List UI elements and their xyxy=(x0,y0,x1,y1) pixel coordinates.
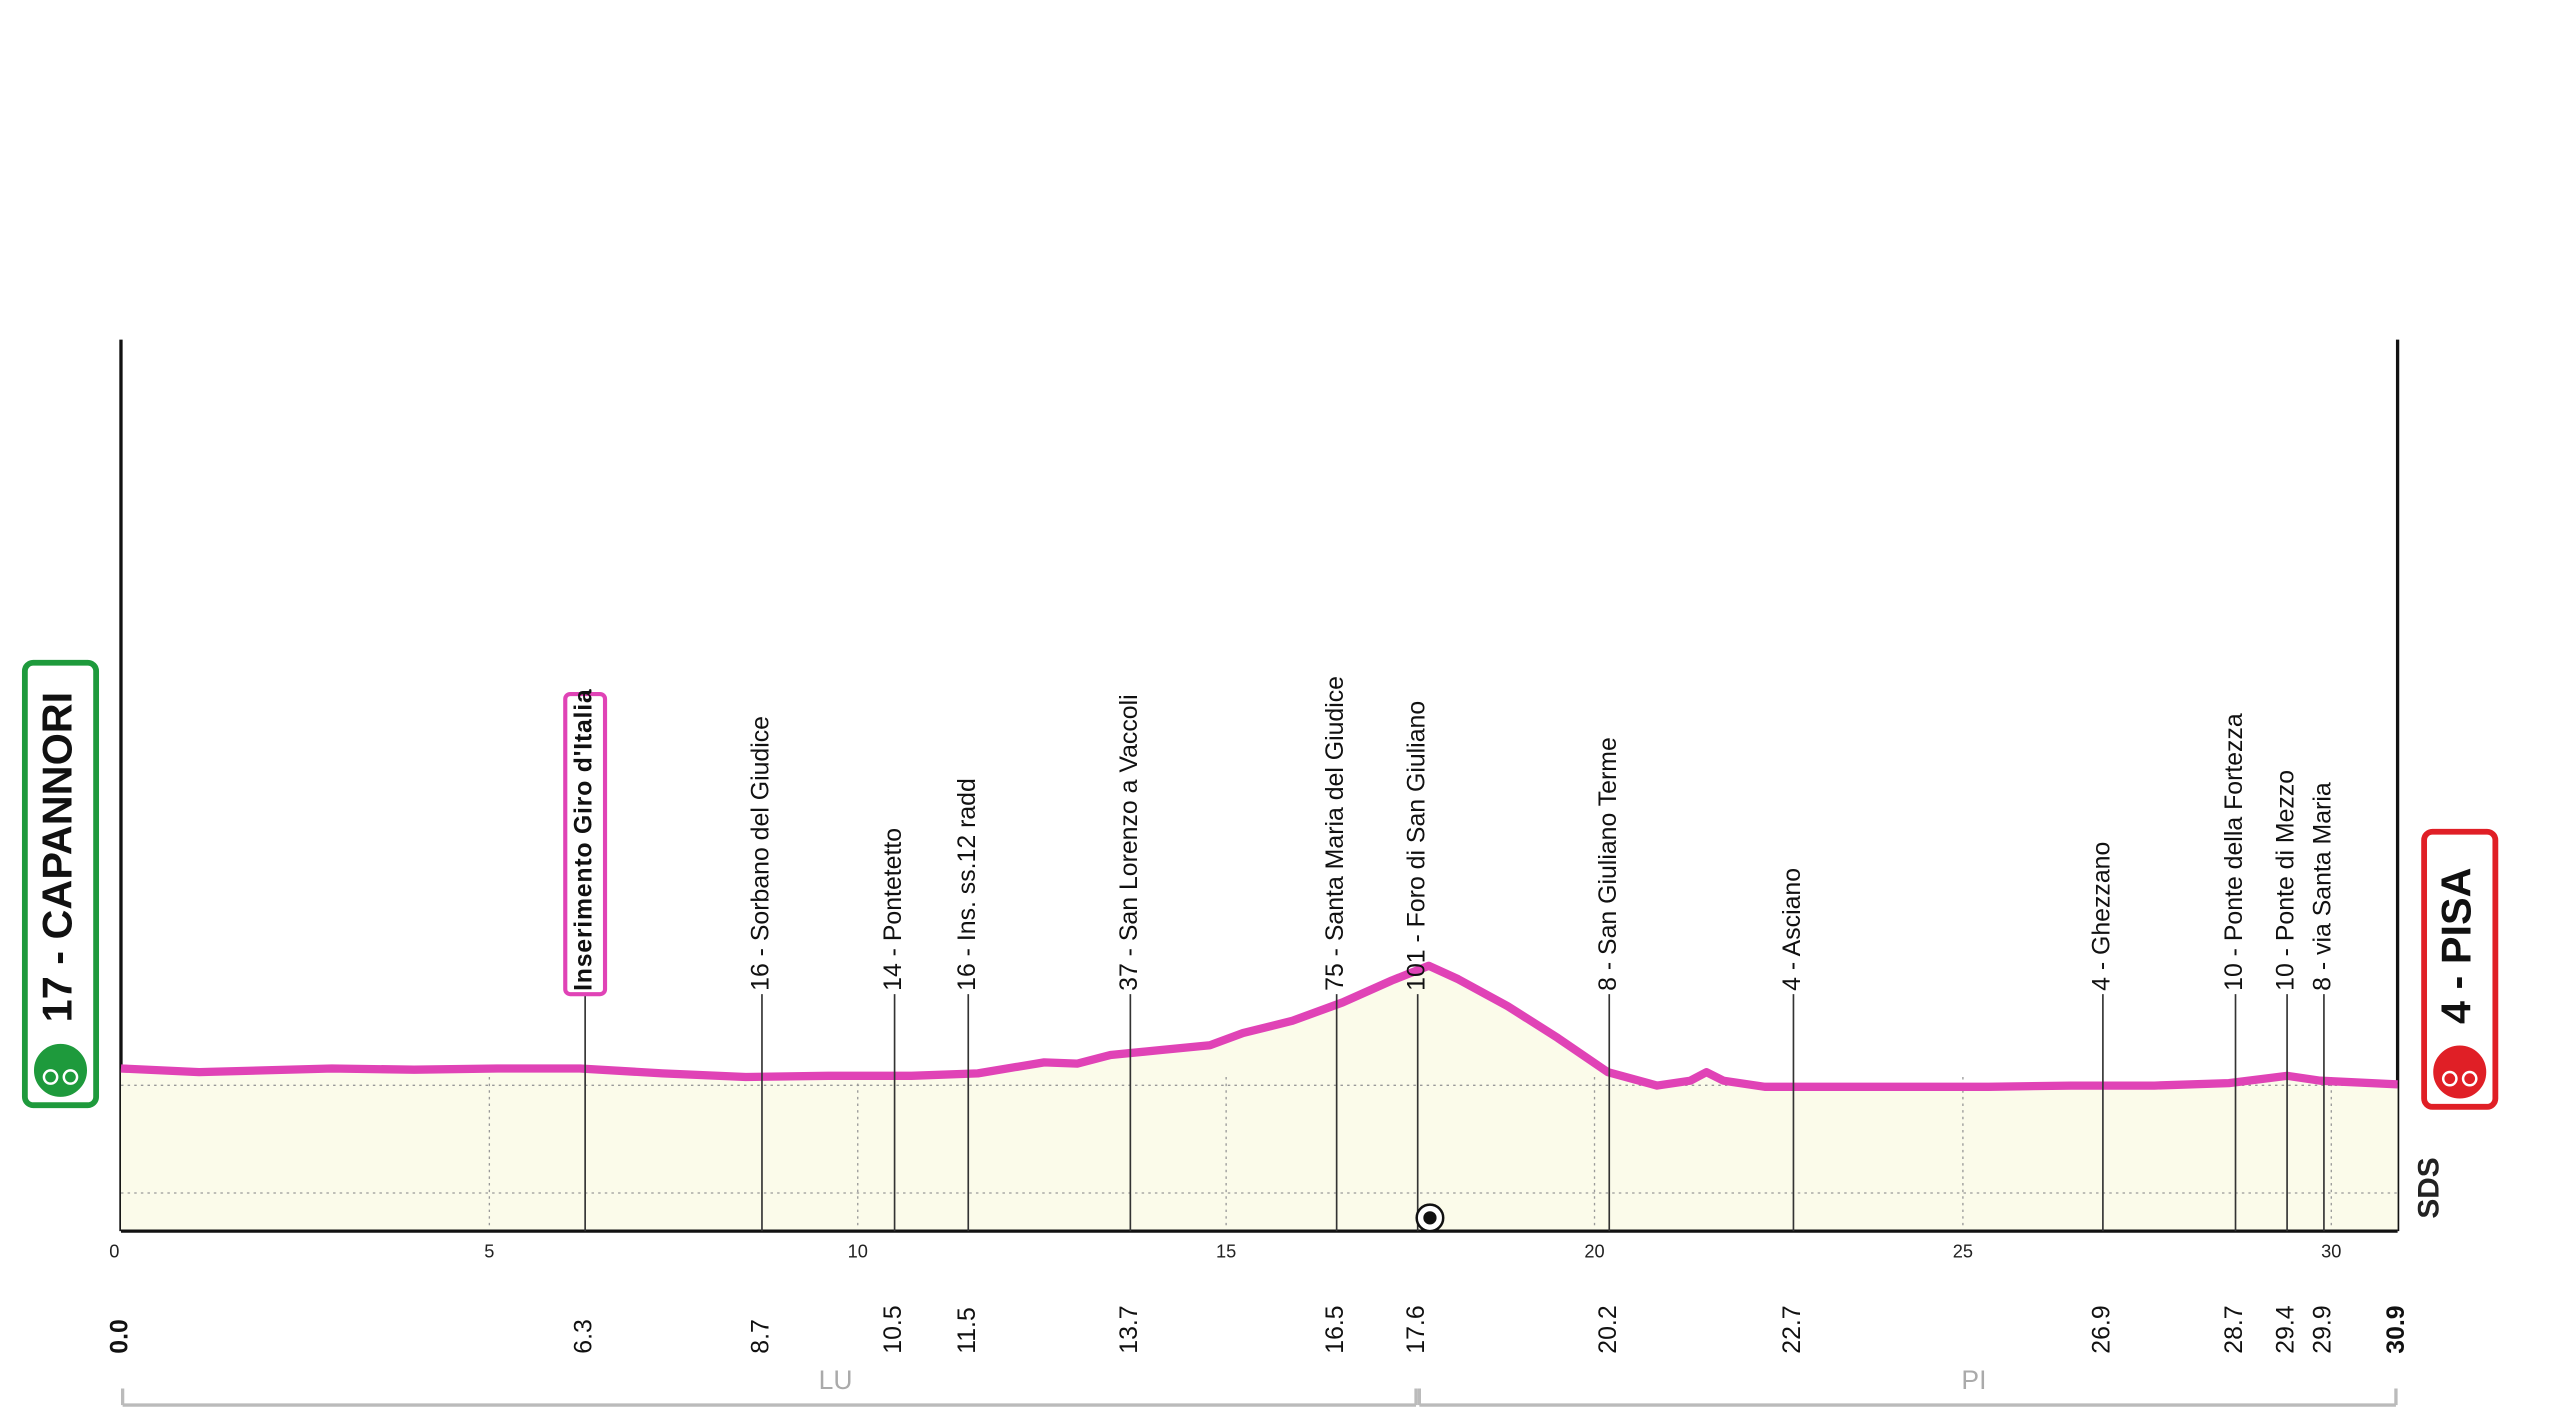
x-tick-label: 0 xyxy=(109,1241,119,1261)
waypoint-label: 14 - Pontetetto xyxy=(880,828,907,991)
summit-marker-inner xyxy=(1423,1211,1437,1225)
waypoint-km: 22.7 xyxy=(1779,1305,1806,1353)
start-icon-wheel xyxy=(62,1069,79,1085)
start-icon-wheel xyxy=(42,1069,59,1085)
waypoint-label: 10 - Ponte della Fortezza xyxy=(2221,713,2248,991)
waypoint-km: 13.7 xyxy=(1116,1305,1143,1353)
waypoint-km: 28.7 xyxy=(2221,1305,2248,1353)
start-box xyxy=(21,659,100,1109)
waypoint-label: 8 - San Giuliano Terme xyxy=(1595,737,1622,991)
profile-area xyxy=(120,965,2398,1232)
x-tick-label: 10 xyxy=(848,1241,868,1261)
logo: SDS xyxy=(2413,1157,2446,1218)
waypoint-label: 10 - Ponte di Mezzo xyxy=(2273,770,2300,991)
waypoint-label: 4 - Ghezzano xyxy=(2088,842,2115,991)
waypoint-km: 8.7 xyxy=(748,1319,775,1354)
profile-line xyxy=(120,961,2398,1091)
waypoint-km: 20.2 xyxy=(1595,1305,1622,1353)
waypoint-km: 26.9 xyxy=(2088,1305,2115,1353)
waypoint-label: 16 - Sorbano del Giudice xyxy=(748,716,775,991)
waypoint-label: 101 - Foro di San Giuliano xyxy=(1403,701,1430,991)
waypoint-label: Inserimento Giro d'Italia xyxy=(571,689,598,991)
waypoint-label: 8 - via Santa Maria xyxy=(2309,782,2336,991)
waypoint-km: 11.5 xyxy=(954,1307,981,1354)
waypoint-km: 16.5 xyxy=(1322,1305,1349,1353)
x-tick-label: 20 xyxy=(1584,1241,1604,1261)
x-tick-label: 30 xyxy=(2321,1241,2341,1261)
finish-box xyxy=(2421,828,2499,1110)
finish-icon-wheel xyxy=(2461,1070,2478,1087)
start-label: 17 - CAPANNORI xyxy=(34,692,80,1023)
finish-km: 30.9 xyxy=(2383,1305,2410,1353)
waypoint-km: 29.4 xyxy=(2273,1305,2300,1354)
region-label: PI xyxy=(1961,1365,1986,1395)
start-icon xyxy=(30,1040,91,1101)
start-km: 0.0 xyxy=(107,1319,134,1354)
x-tick-label: 15 xyxy=(1216,1241,1236,1261)
waypoint-km: 29.9 xyxy=(2309,1305,2336,1353)
finish-icon xyxy=(2429,1042,2490,1102)
region-label: LU xyxy=(819,1365,853,1395)
waypoint-label: 4 - Asciano xyxy=(1779,868,1806,991)
waypoint-highlight xyxy=(563,691,608,997)
x-tick-label: 5 xyxy=(484,1241,494,1261)
waypoint-label: 37 - San Lorenzo a Vaccoli xyxy=(1116,694,1143,990)
waypoint-km: 6.3 xyxy=(571,1319,598,1354)
waypoint-km: 10.5 xyxy=(880,1305,907,1353)
finish-label: 4 - PISA xyxy=(2434,868,2480,1024)
waypoint-km: 17.6 xyxy=(1403,1305,1430,1353)
x-tick-label: 25 xyxy=(1953,1241,1973,1261)
waypoint-label: 75 - Santa Maria del Giudice xyxy=(1322,676,1349,991)
waypoint-label: 16 - Ins. ss.12 radd xyxy=(954,778,981,991)
finish-icon-wheel xyxy=(2441,1070,2458,1087)
